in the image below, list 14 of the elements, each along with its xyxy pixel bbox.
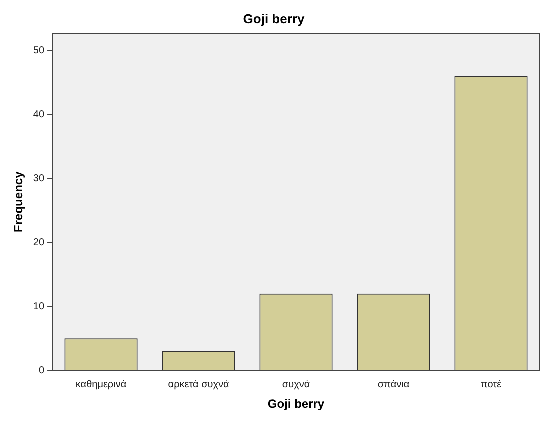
x-tick-label: καθημερινά: [76, 379, 127, 390]
x-axis-title: Goji berry: [268, 397, 325, 412]
y-axis-title: Frequency: [12, 171, 26, 232]
x-tick-label: συχνά: [282, 379, 310, 390]
x-tick-label: ποτέ: [480, 379, 502, 390]
y-tick-label: 30: [33, 174, 45, 185]
y-tick-label: 20: [33, 237, 45, 248]
y-tick-label: 50: [33, 46, 45, 57]
y-tick-label: 0: [38, 365, 45, 376]
y-tick-label: 40: [33, 110, 45, 121]
x-tick-label: σπάνια: [378, 379, 410, 390]
y-tick-label: 10: [33, 301, 45, 312]
x-tick-label: αρκετά συχνά: [168, 379, 230, 390]
chart-title: Goji berry: [243, 11, 306, 26]
